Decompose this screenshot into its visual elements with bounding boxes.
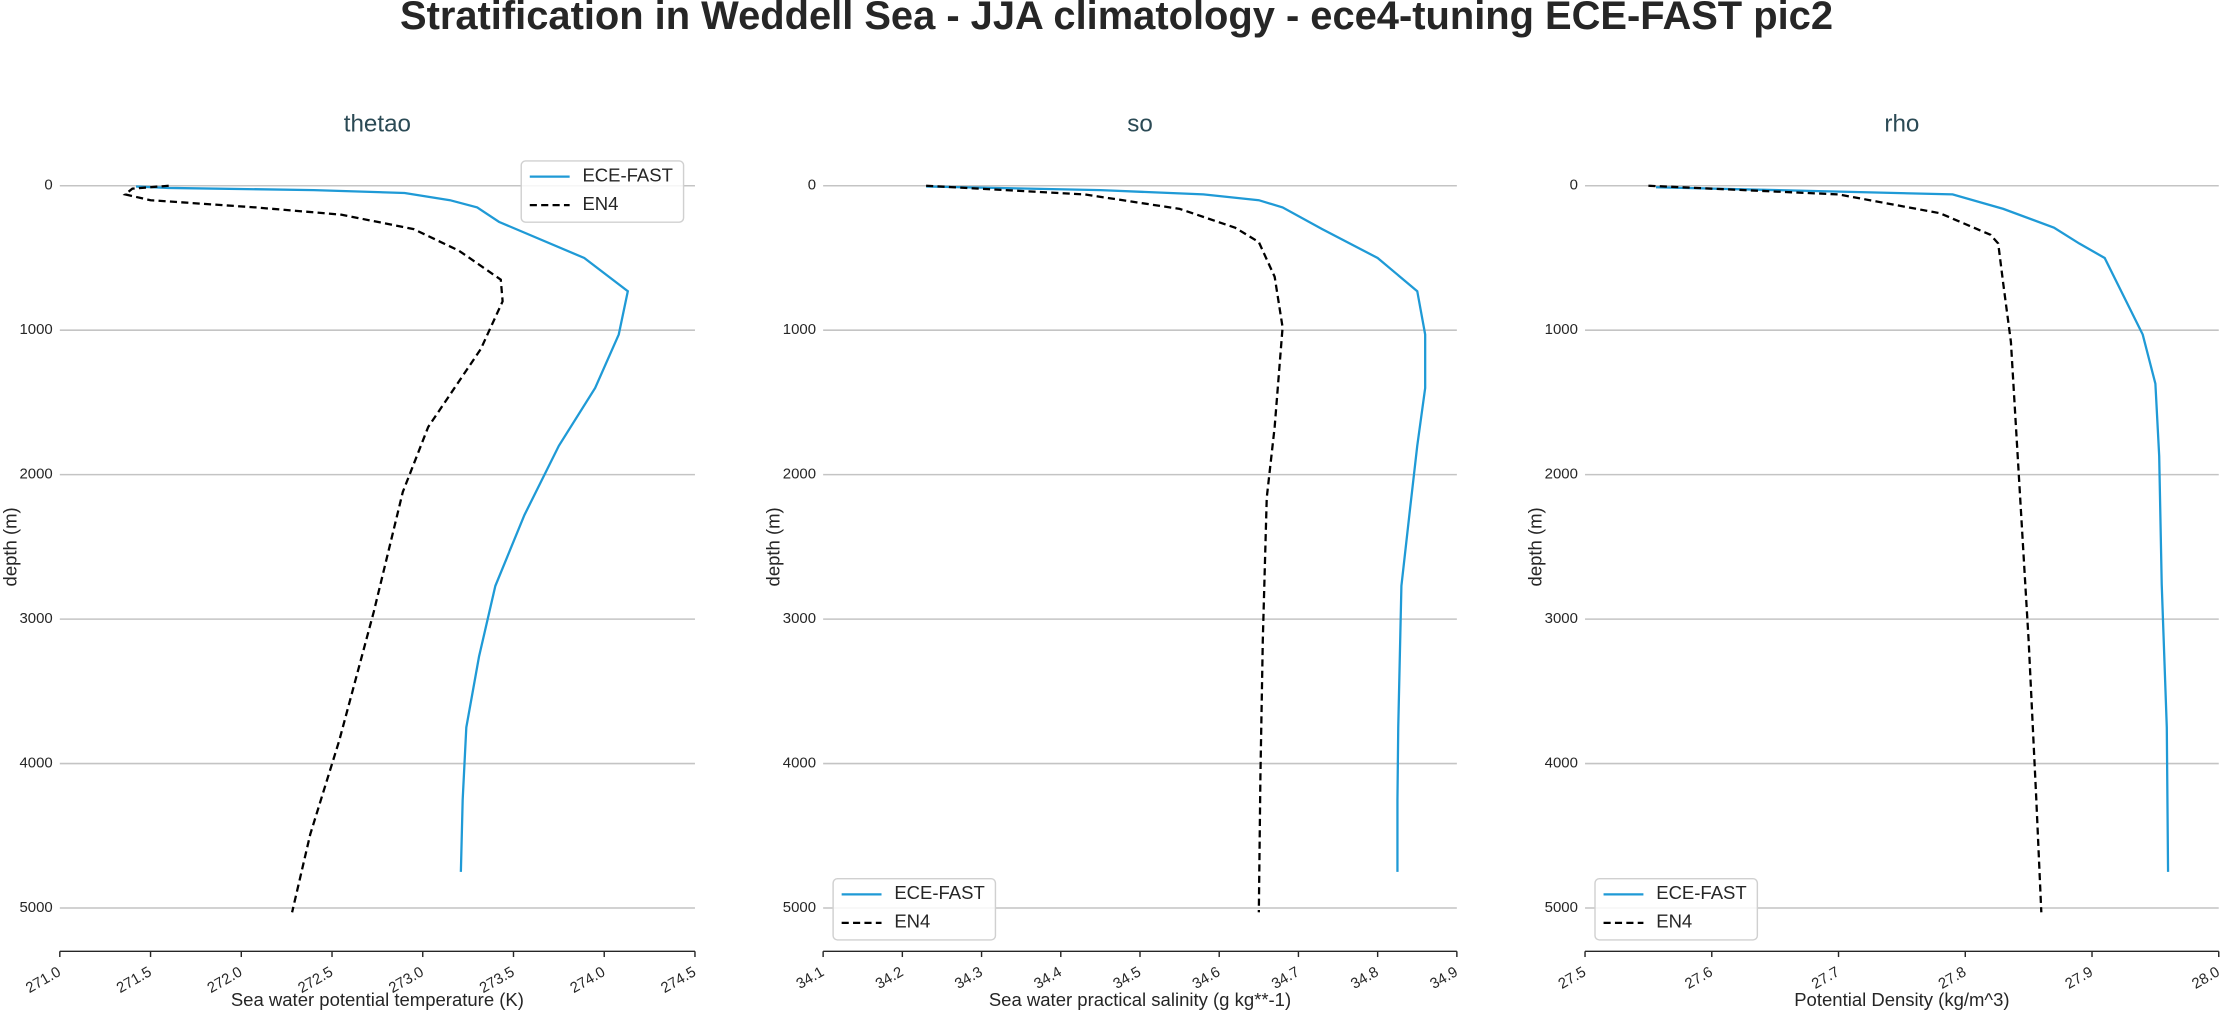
y-tick-label: 0 bbox=[808, 177, 816, 194]
series-line bbox=[135, 185, 630, 872]
y-tick-label: 2000 bbox=[783, 466, 816, 483]
y-tick-label: 1000 bbox=[19, 321, 52, 338]
y-tick-label: 5000 bbox=[783, 899, 816, 916]
x-tick-label: 28.0 bbox=[2189, 963, 2223, 992]
figure-title: Stratification in Weddell Sea - JJA clim… bbox=[400, 0, 1833, 38]
legend-label: EN4 bbox=[894, 911, 930, 932]
series-line bbox=[122, 184, 504, 913]
series-line bbox=[1655, 186, 2170, 872]
x-tick-label: 34.3 bbox=[952, 963, 986, 992]
y-tick-label: 3000 bbox=[1545, 610, 1578, 627]
y-tick-label: 2000 bbox=[19, 466, 52, 483]
y-tick-label: 0 bbox=[44, 177, 52, 194]
y-tick-label: 4000 bbox=[19, 754, 52, 771]
series-line bbox=[926, 185, 1427, 872]
x-tick-label: 271.0 bbox=[23, 963, 64, 996]
series-line bbox=[1648, 184, 2043, 913]
x-tick-label: 271.5 bbox=[114, 963, 155, 996]
y-tick-label: 3000 bbox=[783, 610, 816, 627]
x-tick-label: 34.1 bbox=[793, 963, 827, 992]
y-tick-label: 5000 bbox=[19, 899, 52, 916]
legend-label: ECE-FAST bbox=[582, 164, 672, 185]
y-axis-label: depth (m) bbox=[1525, 507, 1546, 586]
panel-title: thetao bbox=[344, 111, 411, 138]
legend-label: EN4 bbox=[1656, 911, 1692, 932]
x-tick-label: 34.9 bbox=[1427, 963, 1461, 992]
legend-label: ECE-FAST bbox=[894, 882, 984, 903]
y-tick-label: 4000 bbox=[783, 754, 816, 771]
y-tick-label: 4000 bbox=[1545, 754, 1578, 771]
x-axis-label: Sea water potential temperature (K) bbox=[231, 989, 524, 1010]
y-axis-label: depth (m) bbox=[0, 507, 20, 586]
y-tick-label: 3000 bbox=[19, 610, 52, 627]
y-tick-label: 5000 bbox=[1545, 899, 1578, 916]
x-tick-label: 27.6 bbox=[1682, 963, 1716, 992]
x-tick-label: 274.5 bbox=[658, 963, 699, 996]
series-line bbox=[926, 184, 1284, 913]
x-tick-label: 27.5 bbox=[1555, 963, 1589, 992]
panel-title: so bbox=[1127, 111, 1153, 138]
x-axis-label: Sea water practical salinity (g kg**-1) bbox=[989, 989, 1291, 1010]
x-tick-label: 34.2 bbox=[873, 963, 907, 992]
panel-title: rho bbox=[1884, 111, 1919, 138]
y-tick-label: 0 bbox=[1570, 177, 1578, 194]
x-tick-label: 34.8 bbox=[1348, 963, 1382, 992]
legend-label: EN4 bbox=[582, 193, 618, 214]
legend-label: ECE-FAST bbox=[1656, 882, 1746, 903]
x-tick-label: 274.0 bbox=[567, 963, 608, 996]
y-tick-label: 2000 bbox=[1545, 466, 1578, 483]
x-axis-label: Potential Density (kg/m^3) bbox=[1794, 989, 2009, 1010]
y-axis-label: depth (m) bbox=[763, 507, 784, 586]
y-tick-label: 1000 bbox=[783, 321, 816, 338]
y-tick-label: 1000 bbox=[1545, 321, 1578, 338]
x-tick-label: 27.9 bbox=[2062, 963, 2096, 992]
